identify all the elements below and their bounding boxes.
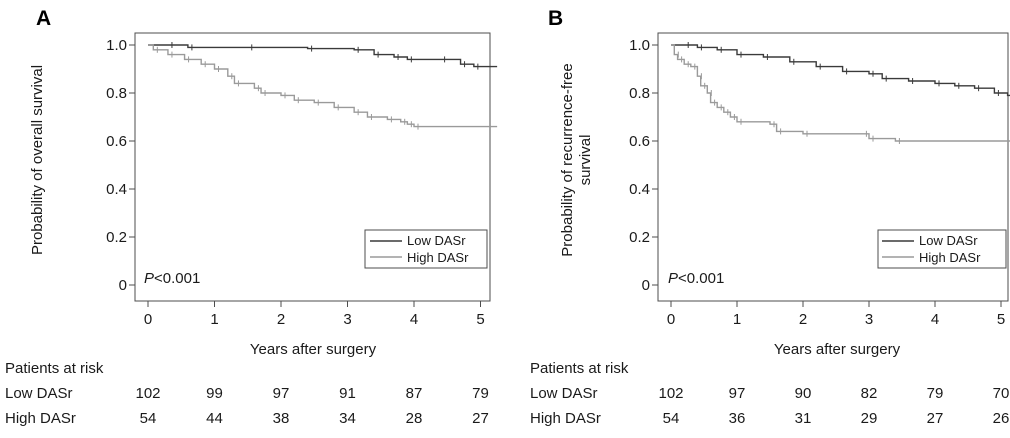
panel-a-legend-label-low: Low DASr bbox=[407, 233, 466, 248]
panel-b-legend-label-low: Low DASr bbox=[919, 233, 978, 248]
panel-b-x-tick-label: 2 bbox=[799, 311, 807, 328]
panel-a-legend-label-high: High DASr bbox=[407, 250, 469, 265]
panel-b-y-tick-label: 1.0 bbox=[629, 37, 650, 54]
panel-b-p-value: P<0.001 bbox=[668, 270, 724, 287]
panel-a-risk-cell: 102 bbox=[135, 385, 160, 402]
panel-b-x-tick-label: 5 bbox=[997, 311, 1005, 328]
panel-b-series-line-low bbox=[671, 44, 1010, 97]
panel-a-risk-cell: 91 bbox=[339, 385, 356, 402]
panel-b-risk-cell: 26 bbox=[993, 410, 1010, 427]
panel-b-risk-cell: 90 bbox=[795, 385, 812, 402]
panel-a-x-tick-label: 3 bbox=[343, 311, 351, 328]
panel-a-risk-cell: 44 bbox=[206, 410, 223, 427]
panel-a-risk-cell: 28 bbox=[406, 410, 423, 427]
panel-a-y-tick-label: 0 bbox=[119, 277, 127, 294]
panel-a-y-axis-title: Probability of overall survival bbox=[29, 65, 46, 255]
panel-a-risk-table: Patients at risk Low DASr High DASr 102 9… bbox=[5, 360, 489, 427]
panel-a-legend: Low DASr High DASr bbox=[364, 229, 488, 269]
panel-b-risk-cell: 79 bbox=[927, 385, 944, 402]
panel-b-risk-cells: 102 97 90 82 79 70 54 36 31 29 27 26 bbox=[658, 385, 1009, 427]
panel-b-legend: Low DASr High DASr bbox=[877, 229, 1007, 269]
panel-b-y-tick-label: 0.4 bbox=[629, 181, 650, 198]
panel-b-p-value-letter: P bbox=[668, 270, 678, 287]
panel-a-x-tick-label: 2 bbox=[277, 311, 285, 328]
panel-a-risk-cell: 97 bbox=[273, 385, 290, 402]
panel-a-y-ticks: 0 0.2 0.4 0.6 0.8 1.0 bbox=[106, 37, 135, 294]
panel-b-risk-cell: 54 bbox=[663, 410, 680, 427]
panel-b-x-tick-label: 1 bbox=[733, 311, 741, 328]
panel-b-series bbox=[671, 42, 1010, 144]
panel-b-legend-label-high: High DASr bbox=[919, 250, 981, 265]
panel-b-risk-cell: 82 bbox=[861, 385, 878, 402]
panel-a-risk-cell: 79 bbox=[472, 385, 489, 402]
panel-b-y-axis-title-line2: survival bbox=[577, 135, 594, 186]
panel-a-y-tick-label: 0.2 bbox=[106, 229, 127, 246]
panel-a-risk-cells: 102 99 97 91 87 79 54 44 38 34 28 27 bbox=[135, 385, 488, 427]
panel-b-risk-table: Patients at risk Low DASr High DASr 102 9… bbox=[530, 360, 1009, 427]
panel-a-series-line-high bbox=[148, 44, 498, 128]
panel-a-risk-cell: 99 bbox=[206, 385, 223, 402]
panel-a-y-tick-label: 0.4 bbox=[106, 181, 127, 198]
panel-b-y-axis-title-line1: Probability of recurrence-free bbox=[559, 63, 576, 256]
panel-a: A Probability of overall survival 0 0.2 0.… bbox=[5, 7, 498, 427]
panel-a-risk-cell: 54 bbox=[140, 410, 157, 427]
panel-a-x-tick-label: 5 bbox=[476, 311, 484, 328]
panel-b-risk-cell: 36 bbox=[729, 410, 746, 427]
panel-a-series bbox=[148, 42, 498, 130]
panel-b-x-tick-label: 0 bbox=[667, 311, 675, 328]
panel-a-letter: A bbox=[36, 7, 51, 30]
panel-a-y-tick-label: 0.6 bbox=[106, 133, 127, 150]
panel-a-risk-cell: 27 bbox=[472, 410, 489, 427]
panel-b-risk-row-label-low: Low DASr bbox=[530, 385, 598, 402]
panel-a-y-tick-label: 0.8 bbox=[106, 85, 127, 102]
panel-a-x-axis-title: Years after surgery bbox=[250, 341, 377, 358]
panel-a-x-tick-label: 0 bbox=[144, 311, 152, 328]
panel-b-risk-header: Patients at risk bbox=[530, 360, 629, 377]
panel-a-risk-row-label-low: Low DASr bbox=[5, 385, 73, 402]
panel-b-y-ticks: 0 0.2 0.4 0.6 0.8 1.0 bbox=[629, 37, 658, 294]
panel-b-risk-cell: 70 bbox=[993, 385, 1010, 402]
panel-b-risk-cell: 31 bbox=[795, 410, 812, 427]
panel-b-risk-cell: 102 bbox=[658, 385, 683, 402]
panel-b-y-tick-label: 0.6 bbox=[629, 133, 650, 150]
panel-b-x-axis-title: Years after surgery bbox=[774, 341, 901, 358]
panel-a-p-value-rest: <0.001 bbox=[154, 270, 200, 287]
panel-b-risk-row-label-high: High DASr bbox=[530, 410, 601, 427]
panel-b-series-line-high bbox=[671, 44, 1010, 142]
panel-a-x-tick-label: 4 bbox=[410, 311, 418, 328]
panel-b: B Probability of recurrence-free surviva… bbox=[530, 7, 1010, 427]
panel-b-p-value-rest: <0.001 bbox=[678, 270, 724, 287]
panel-a-risk-header: Patients at risk bbox=[5, 360, 104, 377]
panel-b-legend-box bbox=[877, 229, 1007, 269]
panel-b-letter: B bbox=[548, 7, 563, 30]
panel-b-risk-cell: 29 bbox=[861, 410, 878, 427]
panel-a-risk-cell: 87 bbox=[406, 385, 423, 402]
panel-b-risk-cell: 27 bbox=[927, 410, 944, 427]
panel-a-series-line-low bbox=[148, 44, 498, 68]
panel-b-y-tick-label: 0.8 bbox=[629, 85, 650, 102]
panel-a-p-value-letter: P bbox=[144, 270, 154, 287]
panel-a-risk-row-label-high: High DASr bbox=[5, 410, 76, 427]
panel-a-legend-box bbox=[364, 229, 488, 269]
panel-a-risk-cell: 34 bbox=[339, 410, 356, 427]
panel-b-y-tick-label: 0 bbox=[642, 277, 650, 294]
panel-b-plot-frame bbox=[657, 32, 1009, 302]
panel-b-x-ticks: 0 1 2 3 4 5 bbox=[667, 301, 1005, 328]
panel-a-plot-frame bbox=[134, 32, 491, 302]
panel-a-p-value: P<0.001 bbox=[144, 270, 200, 287]
panel-a-y-tick-label: 1.0 bbox=[106, 37, 127, 54]
panel-b-x-tick-label: 4 bbox=[931, 311, 939, 328]
panel-b-y-tick-label: 0.2 bbox=[629, 229, 650, 246]
panel-b-x-tick-label: 3 bbox=[865, 311, 873, 328]
panel-a-x-ticks: 0 1 2 3 4 5 bbox=[144, 301, 485, 328]
panel-b-risk-cell: 97 bbox=[729, 385, 746, 402]
panel-a-risk-cell: 38 bbox=[273, 410, 290, 427]
panel-a-x-tick-label: 1 bbox=[210, 311, 218, 328]
